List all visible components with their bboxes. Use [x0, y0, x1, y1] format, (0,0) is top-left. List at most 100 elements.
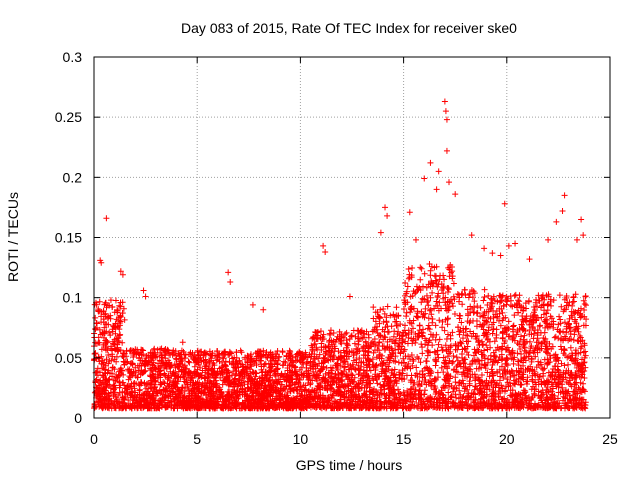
data-point	[318, 328, 324, 334]
data-point	[344, 330, 350, 336]
data-point	[92, 351, 98, 357]
data-point	[582, 348, 588, 354]
data-point	[404, 310, 410, 316]
data-point	[471, 310, 477, 316]
data-point	[452, 379, 458, 385]
data-point	[418, 299, 424, 305]
data-point	[406, 266, 412, 272]
data-point	[439, 347, 445, 353]
data-point	[452, 311, 458, 317]
data-point	[511, 322, 517, 328]
data-point	[482, 287, 488, 293]
data-point	[417, 264, 423, 270]
data-point	[402, 280, 408, 286]
data-point	[465, 352, 471, 358]
data-point	[445, 289, 451, 295]
data-point	[409, 372, 415, 378]
data-point	[451, 281, 457, 287]
data-point	[328, 327, 334, 333]
data-point	[474, 303, 480, 309]
data-point	[92, 326, 98, 332]
data-point	[454, 354, 460, 360]
data-point	[490, 330, 496, 336]
data-point	[446, 286, 452, 292]
data-point	[470, 358, 476, 364]
data-point	[393, 304, 399, 310]
data-point	[392, 359, 398, 365]
data-point	[518, 351, 524, 357]
data-point	[409, 265, 415, 271]
data-point	[433, 322, 439, 328]
data-point	[433, 363, 439, 369]
data-point	[417, 277, 423, 283]
data-point	[476, 358, 482, 364]
data-point	[374, 380, 380, 386]
chart-title: Day 083 of 2015, Rate Of TEC Index for r…	[181, 20, 517, 36]
data-point	[471, 298, 477, 304]
data-point	[535, 335, 541, 341]
data-point	[429, 290, 435, 296]
data-point	[480, 298, 486, 304]
data-point	[418, 341, 424, 347]
data-point	[499, 310, 505, 316]
data-point	[93, 350, 99, 356]
data-point	[557, 329, 563, 335]
data-point	[433, 298, 439, 304]
data-points	[91, 99, 589, 412]
data-point	[508, 293, 514, 299]
data-point	[472, 377, 478, 383]
data-point	[426, 323, 432, 329]
data-point	[518, 382, 524, 388]
data-point	[392, 366, 398, 372]
data-point	[424, 358, 430, 364]
data-point	[541, 302, 547, 308]
data-point	[322, 344, 328, 350]
data-point	[506, 318, 512, 324]
data-point	[92, 315, 98, 321]
data-point	[571, 337, 577, 343]
data-point	[556, 314, 562, 320]
data-point	[97, 299, 103, 305]
data-point	[419, 344, 425, 350]
data-point	[421, 391, 427, 397]
data-point	[552, 335, 558, 341]
data-point	[401, 306, 407, 312]
data-point	[494, 326, 500, 332]
data-point	[419, 266, 425, 272]
data-point	[435, 294, 441, 300]
data-point	[450, 303, 456, 309]
data-point	[396, 359, 402, 365]
data-point	[474, 310, 480, 316]
data-point	[409, 340, 415, 346]
data-point	[420, 326, 426, 332]
data-point	[467, 318, 473, 324]
data-point	[344, 341, 350, 347]
data-point	[437, 336, 443, 342]
data-point	[522, 344, 528, 350]
data-point	[327, 331, 333, 337]
data-point	[436, 317, 442, 323]
data-point	[382, 311, 388, 317]
data-point	[422, 271, 428, 277]
data-point	[94, 320, 100, 326]
data-point	[516, 342, 522, 348]
data-point	[557, 292, 563, 298]
data-point	[280, 348, 286, 354]
data-point	[413, 313, 419, 319]
data-point	[99, 346, 105, 352]
data-point	[478, 305, 484, 311]
data-point	[239, 349, 245, 355]
data-point	[503, 302, 509, 308]
data-point	[557, 316, 563, 322]
data-point	[415, 315, 421, 321]
data-point	[565, 362, 571, 368]
data-point	[465, 338, 471, 344]
data-point	[565, 321, 571, 327]
data-point	[376, 314, 382, 320]
data-point	[371, 350, 377, 356]
data-point	[526, 299, 532, 305]
data-point	[493, 335, 499, 341]
data-point	[508, 302, 514, 308]
